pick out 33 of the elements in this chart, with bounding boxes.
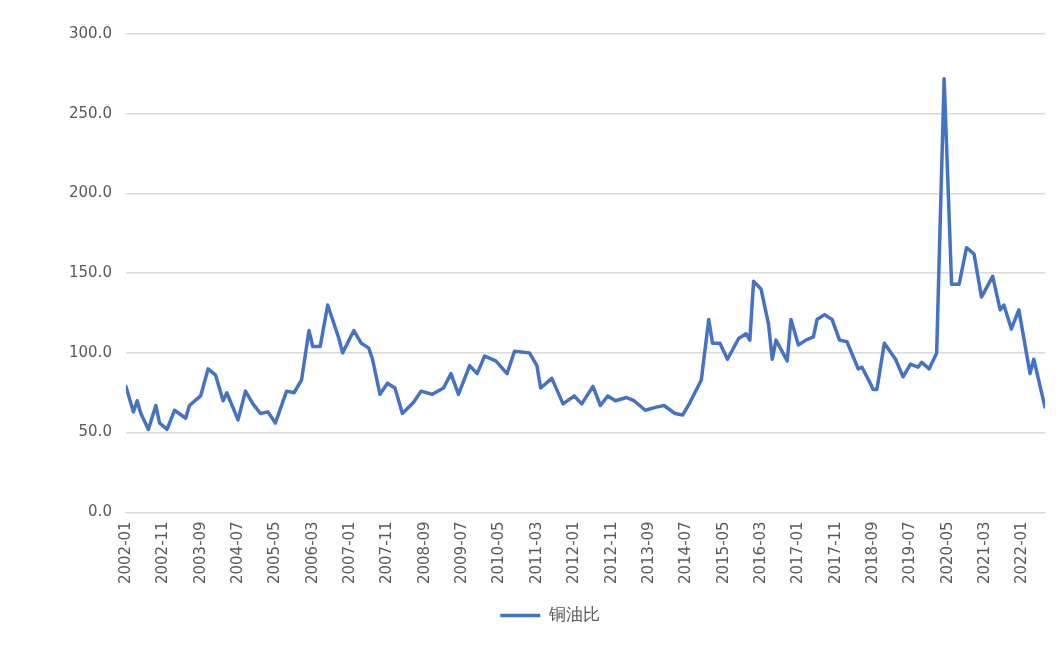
x-tick-label: 2013-09 <box>638 521 657 585</box>
x-tick-label: 2009-07 <box>452 521 471 585</box>
x-tick-label: 2014-07 <box>676 521 695 585</box>
legend-label: 铜油比 <box>547 603 600 624</box>
x-tick-label: 2003-09 <box>190 521 209 585</box>
y-tick-label: 0.0 <box>88 502 112 521</box>
y-tick-label: 300.0 <box>68 23 112 42</box>
x-tick-label: 2017-01 <box>788 521 807 585</box>
x-tick-label: 2012-11 <box>601 521 620 585</box>
y-tick-label: 250.0 <box>68 103 112 122</box>
x-tick-label: 2011-03 <box>526 521 545 585</box>
y-tick-label: 150.0 <box>68 263 112 282</box>
y-tick-label: 50.0 <box>78 422 112 441</box>
x-tick-label: 2002-01 <box>115 521 134 585</box>
x-tick-label: 2008-09 <box>414 521 433 585</box>
x-tick-label: 2012-01 <box>564 521 583 585</box>
y-tick-label: 100.0 <box>68 342 112 361</box>
x-tick-label: 2004-07 <box>227 521 246 585</box>
x-tick-label: 2020-05 <box>937 521 956 585</box>
x-tick-label: 2018-09 <box>863 521 882 585</box>
x-tick-label: 2015-05 <box>713 521 732 585</box>
x-tick-label: 2010-05 <box>489 521 508 585</box>
x-tick-label: 2016-03 <box>750 521 769 585</box>
x-tick-label: 2006-03 <box>302 521 321 585</box>
x-tick-label: 2021-03 <box>975 521 994 585</box>
y-tick-label: 200.0 <box>68 183 112 202</box>
x-tick-label: 2007-01 <box>339 521 358 585</box>
x-tick-label: 2017-11 <box>825 521 844 585</box>
x-tick-label: 2007-11 <box>377 521 396 585</box>
x-tick-label: 2002-11 <box>153 521 172 585</box>
x-tick-label: 2005-05 <box>265 521 284 585</box>
x-tick-label: 2022-01 <box>1012 521 1031 585</box>
x-tick-label: 2019-07 <box>900 521 919 585</box>
